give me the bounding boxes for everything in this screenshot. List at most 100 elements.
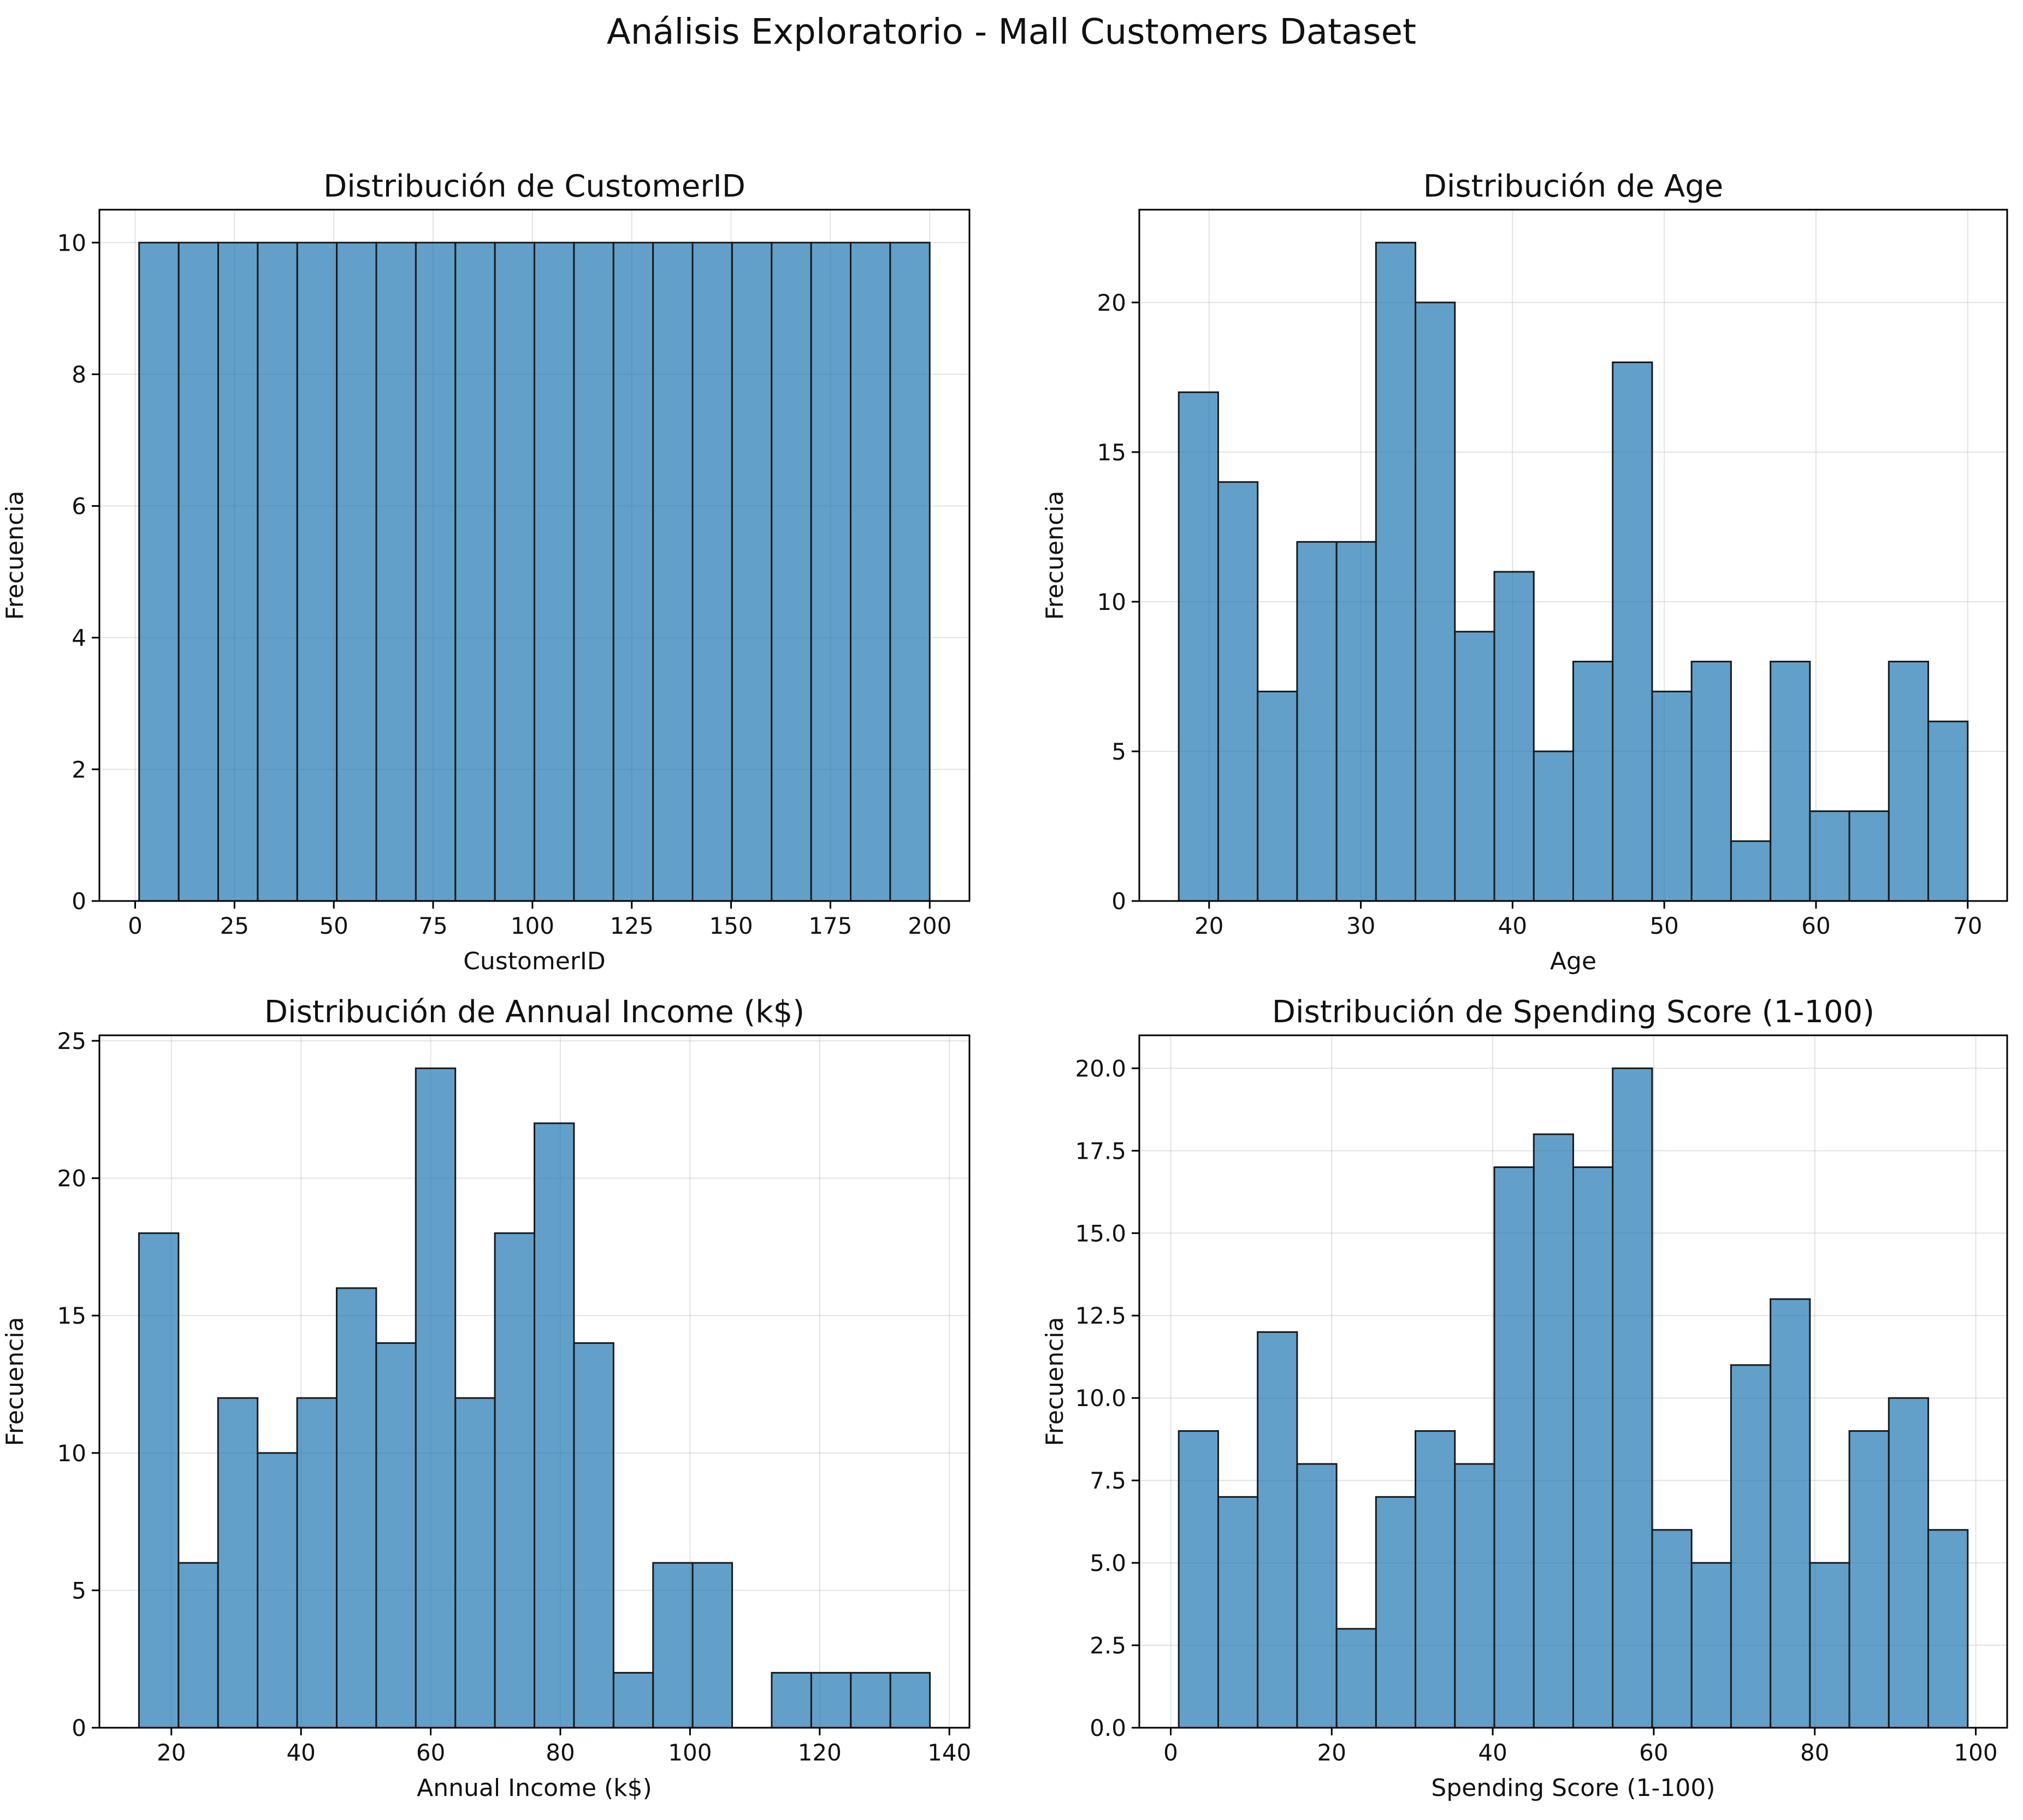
histogram-bar xyxy=(1178,391,1219,902)
axes-frame xyxy=(1138,209,2008,902)
x-tick-label: 30 xyxy=(1346,912,1375,939)
histogram-bar xyxy=(1493,1166,1535,1729)
histogram-bar xyxy=(1178,1430,1219,1729)
histogram-bar xyxy=(889,1671,931,1729)
y-tick-label: 15 xyxy=(57,1302,86,1329)
histogram-bar xyxy=(1730,840,1772,902)
histogram-bar xyxy=(375,241,417,902)
histogram-bar xyxy=(771,1671,812,1729)
histogram-bar xyxy=(1454,1463,1495,1729)
x-tick-label: 60 xyxy=(416,1739,445,1766)
y-tick-label: 0 xyxy=(72,1715,86,1741)
x-tick-label: 0 xyxy=(1163,1739,1178,1766)
histogram-bar xyxy=(1335,541,1377,902)
x-tick-label: 140 xyxy=(927,1739,971,1766)
histogram-bar xyxy=(138,1232,180,1729)
y-tick-label: 5 xyxy=(72,1577,86,1604)
subplot-title: Distribución de Spending Score (1-100) xyxy=(1272,994,1874,1030)
histogram-bar xyxy=(573,241,614,902)
histogram-bar xyxy=(335,1287,377,1729)
histogram-bar xyxy=(1375,241,1417,902)
histogram-bar xyxy=(810,241,852,902)
x-tick-label: 60 xyxy=(1639,1739,1668,1766)
x-tick-label: 20 xyxy=(1317,1739,1346,1766)
histogram-bar xyxy=(375,1342,417,1729)
histogram-bar xyxy=(1375,1496,1417,1729)
histogram-bar xyxy=(138,241,180,902)
x-tick-label: 100 xyxy=(1954,1739,1997,1766)
x-tick-label: 100 xyxy=(511,912,554,939)
histogram-bar xyxy=(1572,661,1614,902)
x-tick-label: 40 xyxy=(1478,1739,1507,1766)
y-tick-label: 15.0 xyxy=(1075,1220,1126,1247)
figure-title: Análisis Exploratorio - Mall Customers D… xyxy=(606,12,1417,52)
y-tick-label: 0 xyxy=(72,888,86,915)
histogram-bar xyxy=(1257,1331,1298,1729)
y-tick-label: 7.5 xyxy=(1090,1467,1126,1494)
subplot-title: Distribución de CustomerID xyxy=(323,169,746,204)
histogram-bar xyxy=(1888,1397,1930,1729)
histogram-bar xyxy=(771,241,812,902)
histogram-bar xyxy=(534,1122,575,1729)
y-tick-label: 0 xyxy=(1111,888,1126,915)
histogram-bar xyxy=(1927,1529,1969,1729)
y-tick-label: 2.5 xyxy=(1090,1632,1126,1659)
x-axis-label: Age xyxy=(1550,947,1596,975)
y-tick-label: 15 xyxy=(1097,439,1126,466)
x-tick-label: 80 xyxy=(546,1739,575,1766)
histogram-bar xyxy=(494,241,535,902)
y-tick-label: 12.5 xyxy=(1075,1302,1126,1329)
x-tick-label: 60 xyxy=(1801,912,1830,939)
histogram-bar xyxy=(415,241,457,902)
y-tick-label: 8 xyxy=(72,361,86,388)
x-tick-label: 20 xyxy=(1194,912,1223,939)
histogram-bar xyxy=(1572,1166,1614,1729)
histogram-bar xyxy=(691,1562,734,1729)
histogram-bar xyxy=(178,241,219,902)
subplot-2: 20 30 40 50 60 70 0 5 10 15 20 Distribución de Age A… xyxy=(1041,169,2008,975)
histogram-bar xyxy=(652,241,694,902)
x-tick-label: 0 xyxy=(128,912,143,939)
y-tick-label: 10 xyxy=(1097,589,1126,615)
subplot-title: Distribución de Age xyxy=(1423,169,1723,204)
histogram-bar xyxy=(296,241,338,902)
histogram-bar xyxy=(1533,750,1574,902)
axes-frame xyxy=(1138,1034,2008,1729)
histogram-bar xyxy=(257,1452,298,1729)
histogram-bar xyxy=(1809,810,1850,902)
y-axis-label: Frecuencia xyxy=(1,1317,29,1446)
histogram-bar xyxy=(534,241,575,902)
y-tick-label: 20.0 xyxy=(1075,1055,1126,1082)
x-tick-label: 100 xyxy=(668,1739,712,1766)
histogram-bar xyxy=(889,241,931,902)
histogram-bar xyxy=(217,1397,259,1729)
histogram-bar xyxy=(1809,1562,1850,1729)
histogram-bar xyxy=(573,1342,614,1729)
histogram-bar xyxy=(1927,720,1969,902)
histogram-bar xyxy=(1454,631,1495,902)
y-axis-label: Frecuencia xyxy=(1041,491,1069,620)
x-tick-label: 20 xyxy=(157,1739,186,1766)
y-tick-label: 10.0 xyxy=(1075,1385,1126,1412)
histogram-bar xyxy=(454,241,496,902)
x-tick-label: 80 xyxy=(1800,1739,1829,1766)
y-tick-label: 0.0 xyxy=(1090,1715,1126,1741)
y-tick-label: 4 xyxy=(72,625,86,651)
histogram-bar xyxy=(850,1671,891,1729)
x-axis-label: Annual Income (k$) xyxy=(417,1774,652,1802)
subplot-3: 20 40 60 80 100 120 140 0 5 10 15 20 25 Distribución … xyxy=(1,994,971,1802)
histogram-bar xyxy=(415,1067,457,1729)
histogram-bar xyxy=(1257,690,1298,902)
x-tick-label: 150 xyxy=(709,912,753,939)
y-tick-label: 17.5 xyxy=(1075,1137,1126,1164)
y-tick-label: 10 xyxy=(57,1440,86,1467)
subplot-title: Distribución de Annual Income (k$) xyxy=(264,994,805,1030)
x-tick-label: 120 xyxy=(798,1739,842,1766)
x-tick-label: 50 xyxy=(1649,912,1678,939)
histogram-bar xyxy=(1888,661,1930,902)
histogram-bar xyxy=(1848,810,1890,902)
y-axis-label: Frecuencia xyxy=(1,491,29,620)
y-tick-label: 20 xyxy=(1097,289,1126,316)
histogram-bar xyxy=(652,1562,694,1729)
